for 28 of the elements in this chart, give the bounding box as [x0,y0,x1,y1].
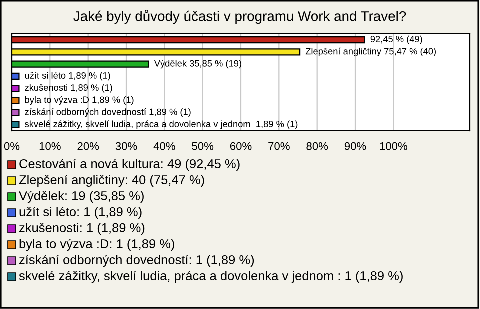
x-tick-label: 90% [344,142,366,150]
text: byla to výzva :D: 1 (1,89 %) [20,238,174,252]
data-label: získání odborných dovedností 1,89 % (1) [25,108,191,118]
x-tick-label: 80% [306,142,328,150]
x-tick-label: 100% [380,142,408,150]
data-label: skvelé zážitky, skvelí ludia, práca a dovolenka v jednom 1,89 % (1) [25,120,298,130]
text: Zlepšení angličtiny: 40 (75,47 %) [19,174,204,188]
data-label: byla to výzva :D 1,89 % (1) [25,96,134,106]
x-tick-label: 10% [40,142,61,150]
x-tick-label: 50% [192,142,214,150]
data-label: Zlepšení angličtiny 75,47 % (40) [306,48,436,57]
x-tick-label: 60% [230,142,252,150]
text: zkušenosti: 1 (1,89 %) [20,223,145,235]
x-tick-label: 30% [116,142,138,150]
x-tick-label: 0% [4,142,20,150]
data-label: Výdělek 35,85 % (19) [154,60,242,69]
data-label: 92,45 % (49) [370,36,422,44]
x-tick-label: 40% [154,142,176,150]
data-label: užít si léto 1,89 % (1) [25,72,110,81]
text: skvelé zážitky, skvelí ludia, práca a dovolenka v jednom : 1 (1,89 %) [19,270,403,284]
data-label: zkušenosti 1,89 % (1) [25,84,112,93]
chart-title: Jaké byly důvody účasti v programu Work and Travel? [74,10,406,24]
x-tick-label: 20% [78,142,100,150]
text: užít si léto: 1 (1,89 %) [20,206,142,220]
text: Výdělek: 19 (35,85 %) [19,190,144,204]
text: Cestování a nová kultura: 49 (92,45 %) [20,158,240,172]
x-tick-label: 70% [268,142,290,150]
text: získání odborných dovedností: 1 (1,89 %) [20,254,254,268]
